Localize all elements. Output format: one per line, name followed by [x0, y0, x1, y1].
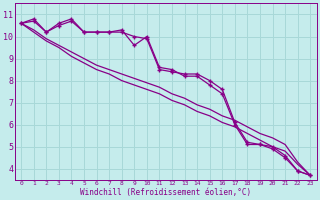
X-axis label: Windchill (Refroidissement éolien,°C): Windchill (Refroidissement éolien,°C)	[80, 188, 251, 197]
